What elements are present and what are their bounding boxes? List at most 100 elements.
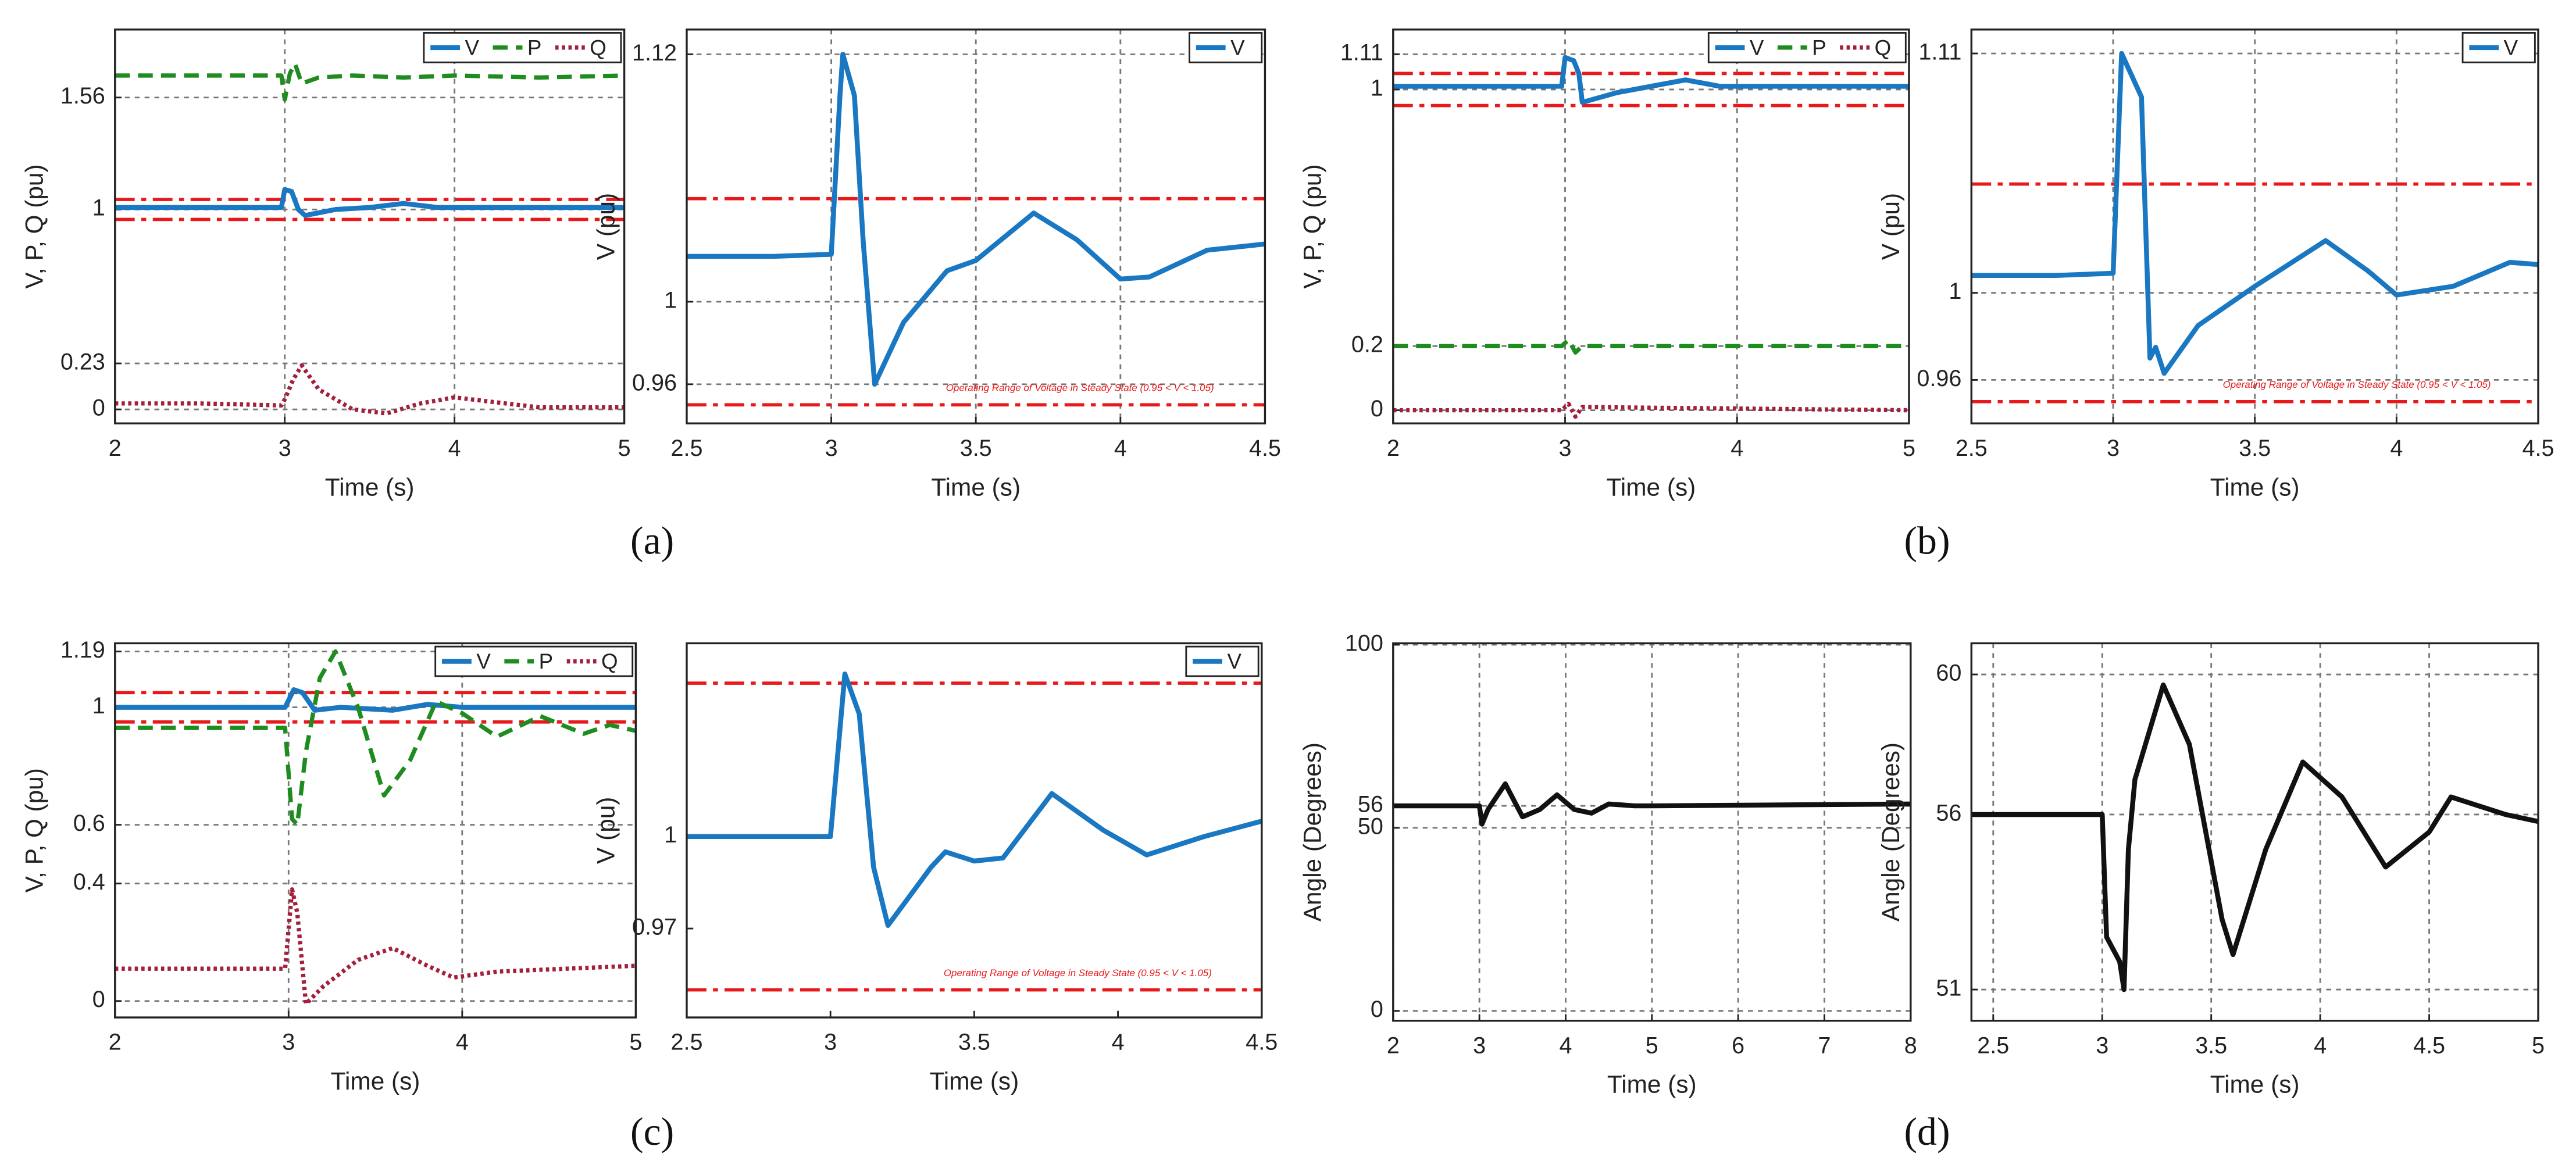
x-tick-label: 4: [448, 435, 461, 461]
x-tick-label: 4: [2314, 1033, 2327, 1058]
x-axis-label: Time (s): [931, 473, 1021, 501]
legend: V: [1189, 32, 1263, 63]
y-axis-label: Angle (Degrees): [1877, 742, 1904, 922]
x-tick-label: 4: [1112, 1030, 1125, 1055]
x-axis-label: Time (s): [1607, 1071, 1697, 1098]
x-tick-label: 2: [109, 435, 122, 461]
x-tick-label: 2.5: [670, 1030, 702, 1055]
legend-label: V: [2504, 35, 2518, 59]
y-tick-label: 1: [92, 195, 105, 221]
y-tick-label: 56: [1936, 800, 1961, 826]
chart: 2.5 3 3.5 4 4.5 5 51 56 60 Time (s) Angle (Degrees…: [1877, 642, 2545, 1098]
legend-label: P: [527, 35, 541, 59]
x-tick-label: 2.5: [670, 435, 702, 461]
y-axis-label: V, P, Q (pu): [20, 768, 48, 892]
y-axis-label: V, P, Q (pu): [1298, 164, 1326, 288]
legend-label: Q: [601, 649, 618, 673]
x-tick-label: 2.5: [1956, 435, 1988, 461]
y-tick-label: 0: [1371, 396, 1383, 422]
x-tick-label: 3: [282, 1030, 295, 1055]
x-tick-label: 3: [825, 435, 838, 461]
x-tick-label: 3.5: [2195, 1033, 2227, 1058]
plot-area: [115, 643, 636, 1018]
data-line: [115, 61, 625, 102]
x-tick-label: 3: [279, 435, 291, 461]
legend: V: [2461, 32, 2536, 63]
x-tick-label: 4.5: [2523, 435, 2554, 461]
chart: 2 3 4 5 0 0.2 1 1.11 Time (s) V, P, Q (pu) V P Q: [1298, 28, 1915, 501]
x-tick-label: 4.5: [2413, 1033, 2445, 1058]
annotation: Operating Range of Voltage in Steady Sta…: [944, 967, 1212, 978]
data-line: [686, 52, 1265, 387]
plot-area: [1393, 29, 1909, 424]
y-tick-label: 1.56: [60, 83, 105, 109]
x-tick-label: 3: [1473, 1033, 1486, 1058]
x-tick-label: 7: [1818, 1033, 1831, 1058]
plot-frame: [686, 642, 1263, 1019]
panel-label: (b): [1904, 519, 1950, 563]
x-tick-label: 2: [1387, 435, 1400, 461]
x-tick-label: 4.5: [1249, 435, 1281, 461]
x-tick-label: 4: [1731, 435, 1743, 461]
data-line: [1393, 401, 1909, 419]
y-axis-label: Angle (Degrees): [1298, 742, 1326, 922]
panel-label: (a): [630, 519, 674, 563]
plot-frame: [686, 28, 1266, 424]
data-line: [1393, 337, 1909, 355]
plot-frame: [1970, 642, 2539, 1022]
chart: 2.5 3 3.5 4 4.5 0.97 1 Operating Range of Volta…: [593, 642, 1278, 1095]
y-tick-label: 0.6: [73, 810, 105, 836]
x-tick-label: 5: [629, 1030, 642, 1055]
legend-label: Q: [590, 35, 606, 59]
x-tick-label: 5: [1646, 1033, 1658, 1058]
y-tick-label: 60: [1936, 660, 1961, 686]
x-tick-label: 2: [1387, 1033, 1400, 1058]
data-line: [1971, 51, 2539, 376]
data-line: [115, 887, 636, 1006]
legend-label: V: [1227, 649, 1241, 673]
x-tick-label: 3: [1559, 435, 1572, 461]
y-tick-label: 1: [1949, 278, 1961, 304]
data-line: [115, 363, 625, 416]
data-line: [115, 649, 637, 827]
chart: 2 3 4 5 0 0.4 0.6 1 1.19 Time (s) V, P, Q (pu) V P Q: [20, 637, 642, 1095]
data-line: [1393, 781, 1911, 827]
plot-frame: [1392, 642, 1912, 1022]
plot-area: [1971, 643, 2539, 1021]
y-tick-label: 1.11: [1918, 39, 1961, 65]
y-tick-label: 50: [1358, 813, 1383, 839]
x-axis-label: Time (s): [1607, 473, 1696, 501]
y-tick-label: 0.97: [632, 914, 677, 940]
chart: 2.5 3 3.5 4 4.5 0.96 1 1.11 Operating Range of V…: [1877, 28, 2554, 501]
x-tick-label: 5: [618, 435, 631, 461]
x-tick-label: 4: [2390, 435, 2403, 461]
data-line: [686, 671, 1262, 928]
panel-label: (d): [1904, 1110, 1950, 1153]
y-tick-label: 0.96: [1917, 366, 1961, 391]
y-tick-label: 0.4: [73, 869, 105, 895]
legend-label: Q: [1875, 35, 1892, 59]
y-tick-label: 56: [1358, 791, 1383, 817]
data-line: [1393, 55, 1909, 105]
x-axis-label: Time (s): [325, 473, 415, 501]
panel-label: (c): [630, 1110, 674, 1153]
legend-label: V: [1230, 35, 1245, 59]
legend-label: V: [1750, 35, 1764, 59]
y-axis-label: V, P, Q (pu): [20, 164, 48, 288]
y-tick-label: 0.2: [1351, 332, 1383, 358]
x-tick-label: 6: [1732, 1033, 1744, 1058]
plot-frame: [1970, 28, 2539, 424]
chart: 2.5 3 3.5 4 4.5 0.96 1 1.12 Operating Range of V…: [593, 28, 1281, 501]
plot-frame: [114, 642, 637, 1019]
x-axis-label: Time (s): [930, 1067, 1019, 1095]
legend-label: P: [539, 649, 553, 673]
x-tick-label: 3: [2096, 1033, 2108, 1058]
x-tick-label: 4: [1114, 435, 1127, 461]
legend: V: [1185, 645, 1260, 677]
x-tick-label: 3: [2107, 435, 2120, 461]
y-tick-label: 0.23: [60, 349, 105, 375]
x-tick-label: 3.5: [2239, 435, 2271, 461]
